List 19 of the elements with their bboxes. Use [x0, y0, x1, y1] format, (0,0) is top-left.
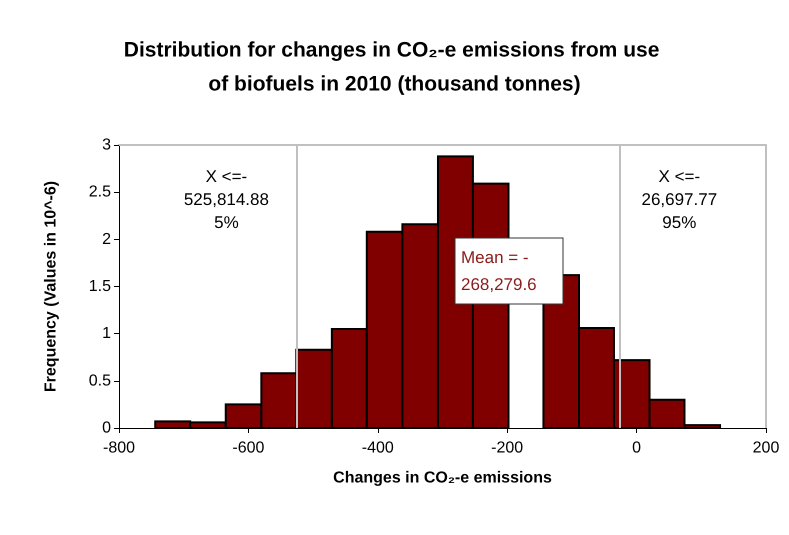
x-tick-label: -800 [102, 440, 136, 456]
x-tick-label: -400 [362, 440, 394, 456]
y-tick-label: 2 [102, 230, 112, 248]
y-axis-title: Frequency (Values in 10^-6) [42, 180, 60, 392]
y-tick-label: 1 [102, 325, 112, 342]
chart-title: Distribution for changes in CO₂-e emissions from use of biofuels in 2010 (thousand tonnes) [124, 38, 666, 96]
x-tick-label: 200 [752, 440, 780, 456]
ref-line-label: X <=- 525,814.88 5% [184, 167, 269, 232]
y-tick-label: 3 [102, 136, 112, 154]
y-tick-label: 0.5 [88, 372, 112, 390]
y-tick-label: 1.5 [88, 278, 112, 295]
annotation: Mean = - 268,279.6 [461, 248, 537, 294]
y-tick-label: 0 [102, 420, 112, 436]
x-tick-label: -200 [491, 440, 524, 456]
x-tick-label: -600 [232, 440, 265, 456]
x-axis-title: Changes in CO₂-e emissions [333, 470, 552, 486]
y-tick-label: 2.5 [88, 184, 112, 201]
ref-line-label: X <=- 26,697.77 95% [642, 167, 718, 232]
x-tick-label: 0 [632, 440, 642, 456]
